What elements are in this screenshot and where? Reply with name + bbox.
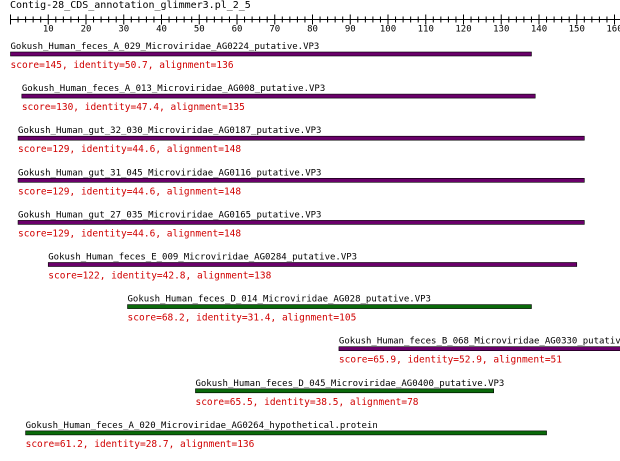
hit-stats-label: score=61.2, identity=28.7, alignment=136 [26, 439, 255, 450]
ruler-tick-label: 40 [156, 25, 167, 35]
ruler-title: Contig-28_CDS_annotation_glimmer3.pl_2_5 [10, 0, 251, 11]
hit-stats-label: score=129, identity=44.6, alignment=148 [18, 144, 241, 155]
hit-name-label: Gokush_Human_gut_31_045_Microviridae_AG0… [18, 168, 321, 178]
hit-stats-label: score=129, identity=44.6, alignment=148 [18, 186, 241, 197]
hit-stats-label: score=130, identity=47.4, alignment=135 [22, 102, 245, 113]
hit-stats-label: score=65.9, identity=52.9, alignment=51 [339, 355, 562, 366]
ruler-tick-label: 80 [307, 25, 318, 35]
hit-bar [47, 262, 578, 267]
hit-bar [17, 135, 585, 141]
hit-stats-label: score=145, identity=50.7, alignment=136 [11, 60, 234, 71]
ruler-tick-label: 150 [569, 25, 585, 35]
hit-bar [127, 304, 532, 309]
hit-stats-label: score=65.5, identity=38.5, alignment=78 [195, 397, 418, 408]
ruler-tick-label: 20 [81, 25, 92, 35]
hit-stats-label: score=68.2, identity=31.4, alignment=105 [128, 313, 357, 324]
hit-name-label: Gokush_Human_feces_E_009_Microviridae_AG… [48, 253, 357, 263]
ruler-tick-label: 90 [345, 25, 356, 35]
ruler-tick-label: 160 [606, 25, 620, 35]
ruler-tick-label: 60 [232, 25, 243, 35]
hit-bar [25, 430, 547, 436]
ruler-tick-label: 10 [43, 25, 54, 35]
hit-name-label: Gokush_Human_feces_A_029_Microviridae_AG… [11, 42, 320, 52]
ruler-tick-label: 110 [418, 25, 434, 35]
hit-bar [10, 51, 532, 57]
hit-name-label: Gokush_Human_feces_A_020_Microviridae_AG… [26, 421, 378, 431]
hit-bar [21, 93, 536, 99]
hit-stats-label: score=129, identity=44.6, alignment=148 [18, 228, 241, 239]
hit-bar [195, 388, 495, 394]
ruler-tick-label: 140 [531, 25, 547, 35]
hit-name-label: Gokush_Human_feces_D_045_Microviridae_AG… [195, 379, 504, 389]
hit-name-label: Gokush_Human_feces_D_014_Microviridae_AG… [128, 295, 431, 305]
hit-bar [17, 178, 585, 183]
ruler-tick-label: 50 [194, 25, 205, 35]
hit-bar [338, 346, 620, 352]
ruler-tick-label: 120 [455, 25, 471, 35]
hit-bar [17, 220, 585, 225]
ruler-tick-label: 100 [380, 25, 396, 35]
hit-name-label: Gokush_Human_feces_A_013_Microviridae_AG… [22, 84, 325, 94]
ruler-tick-label: 130 [493, 25, 509, 35]
hit-name-label: Gokush_Human_gut_27_035_Microviridae_AG0… [18, 210, 321, 220]
hit-name-label: Gokush_Human_gut_32_030_Microviridae_AG0… [18, 126, 321, 136]
hit-name-label: Gokush_Human_feces_B_068_Microviridae_AG… [339, 337, 620, 347]
hit-stats-label: score=122, identity=42.8, alignment=138 [48, 271, 271, 282]
ruler-tick-label: 30 [118, 25, 129, 35]
ruler-tick-label: 70 [269, 25, 280, 35]
